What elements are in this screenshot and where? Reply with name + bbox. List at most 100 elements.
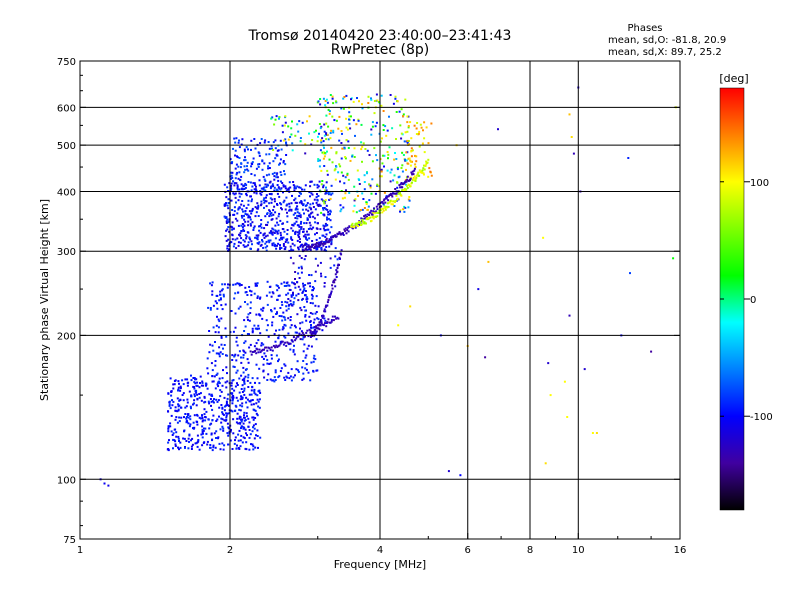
data-point <box>225 196 228 199</box>
data-point <box>350 225 353 228</box>
data-point <box>224 204 227 206</box>
data-point <box>275 344 278 347</box>
data-point <box>325 191 328 193</box>
data-point <box>388 115 390 118</box>
data-point <box>212 446 215 449</box>
data-point <box>245 235 248 238</box>
data-point <box>229 189 232 192</box>
data-point <box>380 170 383 173</box>
data-point <box>362 220 365 223</box>
data-point <box>268 347 271 350</box>
data-point <box>327 241 330 244</box>
data-point <box>178 448 180 451</box>
data-point <box>267 373 270 376</box>
data-point <box>329 239 332 242</box>
data-point <box>279 370 282 373</box>
data-point <box>226 372 228 375</box>
data-point <box>334 273 337 276</box>
data-point <box>279 219 282 222</box>
data-point <box>262 234 265 237</box>
data-point <box>238 429 241 432</box>
data-point <box>190 439 192 442</box>
data-point <box>338 115 341 118</box>
data-point <box>234 149 237 152</box>
data-point <box>236 399 239 402</box>
data-point <box>310 326 312 329</box>
data-point <box>240 284 243 286</box>
data-point <box>247 386 250 388</box>
data-point <box>235 137 238 140</box>
data-point <box>193 387 196 390</box>
data-point <box>250 195 252 198</box>
data-point <box>353 225 356 228</box>
data-point <box>371 178 374 181</box>
data-point <box>246 303 249 306</box>
data-point <box>380 168 383 171</box>
data-point <box>292 336 295 339</box>
data-point <box>295 337 298 340</box>
data-point <box>338 163 341 166</box>
data-point <box>193 399 196 402</box>
data-point <box>302 372 305 375</box>
data-point <box>396 166 399 169</box>
data-point <box>421 169 424 172</box>
data-point <box>252 416 255 419</box>
data-point <box>301 121 304 124</box>
data-point <box>217 437 219 440</box>
data-point <box>394 192 397 195</box>
data-point <box>319 149 322 152</box>
data-point <box>215 430 218 433</box>
data-point <box>314 326 316 328</box>
data-point <box>320 183 323 186</box>
data-point <box>376 215 379 218</box>
data-point <box>226 354 229 357</box>
data-point <box>245 368 248 371</box>
data-point <box>299 288 302 291</box>
data-point <box>229 430 232 433</box>
data-point <box>277 360 279 363</box>
data-point <box>306 233 309 236</box>
data-point <box>225 414 228 417</box>
data-point <box>267 239 270 242</box>
data-point <box>312 215 315 218</box>
data-point <box>321 314 323 317</box>
data-point <box>252 445 255 448</box>
data-point <box>425 160 428 163</box>
data-point <box>307 371 310 374</box>
data-point <box>235 163 238 166</box>
data-point <box>316 186 319 189</box>
data-point <box>265 186 268 188</box>
colorbar-tick-label: 100 <box>750 178 769 189</box>
y-tick-label: 400 <box>57 187 76 198</box>
data-point <box>367 102 370 104</box>
data-point <box>309 331 312 334</box>
data-point <box>298 186 301 189</box>
data-point <box>225 400 228 403</box>
data-point <box>279 234 282 237</box>
data-point <box>279 171 282 174</box>
data-point <box>382 129 385 131</box>
data-point <box>370 209 373 212</box>
data-point <box>250 148 252 151</box>
data-point <box>297 285 300 288</box>
data-point <box>272 344 275 347</box>
data-point <box>255 192 258 195</box>
data-point <box>288 209 291 212</box>
data-point <box>323 146 325 149</box>
data-point <box>284 318 287 321</box>
data-point <box>351 155 354 158</box>
data-point <box>269 285 272 288</box>
data-point <box>300 202 303 205</box>
data-point <box>405 180 408 183</box>
data-point <box>325 186 327 189</box>
data-point <box>230 384 233 387</box>
data-point <box>263 141 266 144</box>
data-point <box>168 403 171 406</box>
data-point <box>406 184 408 187</box>
data-point <box>174 440 177 443</box>
data-point <box>241 441 244 444</box>
data-point <box>257 390 260 393</box>
data-point <box>245 412 248 415</box>
data-point <box>382 207 384 210</box>
data-point <box>376 208 379 211</box>
